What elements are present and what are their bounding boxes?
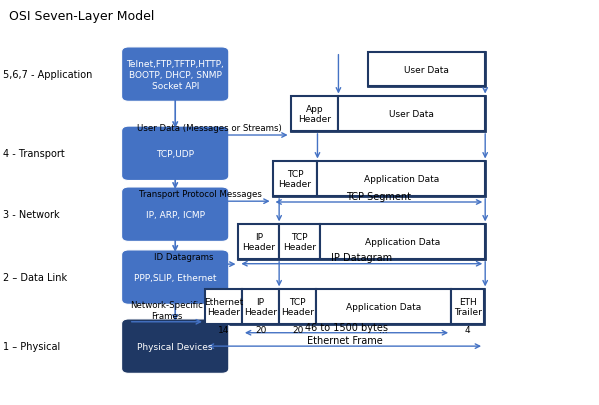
Text: ...: ... [379,325,388,334]
Bar [279,290,316,324]
Bar [279,225,320,259]
Text: Application Data: Application Data [364,175,439,184]
Text: User Data: User Data [404,65,449,75]
Text: 20: 20 [292,325,303,334]
Bar [368,53,485,87]
Text: 5,6,7 - Application: 5,6,7 - Application [3,70,92,80]
Text: Transport Protocol Messages: Transport Protocol Messages [139,190,262,199]
Text: TCP
Header: TCP Header [281,297,314,316]
Bar [273,162,485,196]
FancyBboxPatch shape [122,250,229,305]
Bar [291,97,485,132]
Text: Ethernet
Header: Ethernet Header [204,297,243,316]
Bar [320,225,485,259]
Text: Physical Devices: Physical Devices [137,342,213,351]
Text: 46 to 1500 bytes: 46 to 1500 bytes [305,322,388,332]
Text: Network-Specific
Frames: Network-Specific Frames [131,301,203,320]
Text: 1 – Physical: 1 – Physical [3,341,60,351]
Bar [238,225,279,259]
Text: 20: 20 [255,325,266,334]
Text: 14: 14 [218,325,229,334]
FancyBboxPatch shape [122,127,229,181]
Bar [368,53,485,87]
Text: Telnet,FTP,TFTP,HTTP,
BOOTP, DHCP, SNMP
Socket API: Telnet,FTP,TFTP,HTTP, BOOTP, DHCP, SNMP … [126,60,224,90]
Bar [273,162,317,196]
Text: PPP,SLIP, Ethernet: PPP,SLIP, Ethernet [134,273,216,282]
Text: TCP,UDP: TCP,UDP [156,149,194,158]
Text: ID Datagrams: ID Datagrams [154,253,213,262]
Text: IP Datagram: IP Datagram [331,253,392,263]
Bar [242,290,279,324]
Text: User Data: User Data [389,110,434,119]
FancyBboxPatch shape [122,48,229,102]
Text: User Data (Messages or Streams): User Data (Messages or Streams) [137,124,282,133]
Text: Application Data: Application Data [346,302,421,311]
Text: Application Data: Application Data [365,237,440,247]
Text: Ethernet Frame: Ethernet Frame [307,335,382,345]
Text: ETH
Trailer: ETH Trailer [453,297,482,316]
Bar [205,290,484,324]
Text: OSI Seven-Layer Model: OSI Seven-Layer Model [9,10,155,23]
Text: IP
Header: IP Header [242,232,276,252]
Text: 2 – Data Link: 2 – Data Link [3,273,67,282]
Bar [316,290,451,324]
Text: 4 - Transport: 4 - Transport [3,149,65,159]
Bar [317,162,485,196]
Bar [338,97,485,132]
Text: IP, ARP, ICMP: IP, ARP, ICMP [146,210,205,219]
Text: 3 - Network: 3 - Network [3,210,60,220]
FancyBboxPatch shape [122,319,229,373]
Bar [291,97,338,132]
FancyBboxPatch shape [122,188,229,242]
Text: IP
Header: IP Header [244,297,277,316]
Text: TCP
Header: TCP Header [283,232,316,252]
Text: TCP Segment: TCP Segment [346,191,412,201]
Text: App
Header: App Header [298,105,331,124]
Bar [205,290,242,324]
Text: 4: 4 [464,325,470,334]
Bar [238,225,485,259]
Bar [451,290,484,324]
Text: TCP
Header: TCP Header [279,170,311,189]
